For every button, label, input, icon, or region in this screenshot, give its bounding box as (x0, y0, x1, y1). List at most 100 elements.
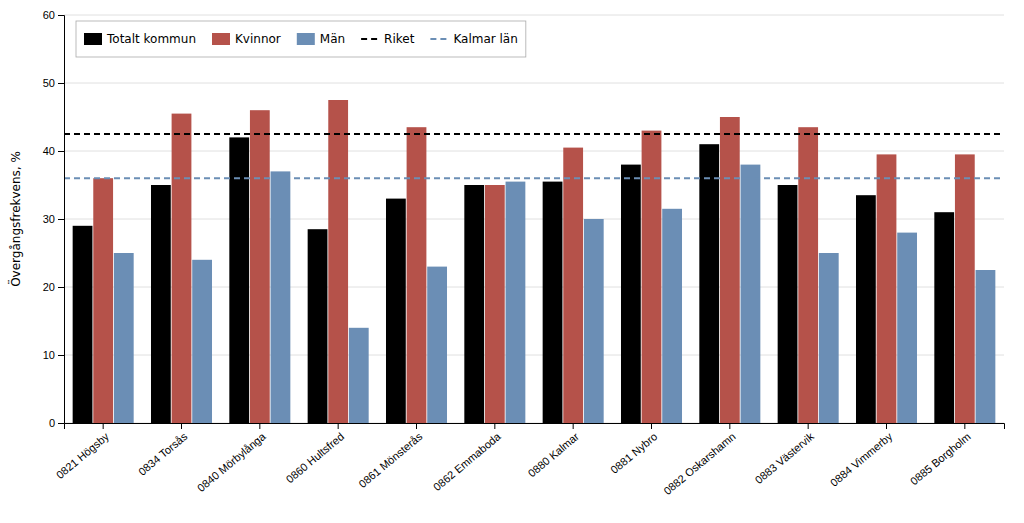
bar (172, 114, 192, 423)
grid-line (64, 151, 1004, 152)
bar (819, 253, 839, 423)
legend-label: Kvinnor (235, 32, 281, 46)
tick-label: 0834 Torsås (136, 430, 190, 478)
tick: 0883 Västervik (753, 423, 817, 486)
y-axis: 0102030405060 (43, 9, 65, 429)
tick-mark (338, 423, 339, 429)
tick: 10 (43, 349, 64, 361)
tick-label: 0821 Högsby (54, 430, 112, 481)
bar (897, 233, 917, 423)
bar (741, 165, 761, 423)
tick-label: 0880 Kalmar (526, 430, 582, 479)
tick: 0834 Torsås (136, 423, 190, 478)
tick-label: 0861 Mönsterås (356, 430, 425, 490)
tick-mark (259, 423, 260, 429)
tick-mark (416, 423, 417, 429)
tick-label: 60 (43, 9, 55, 21)
tick-mark (573, 423, 574, 429)
tick: 50 (43, 77, 64, 89)
tick: 0881 Nybro (608, 423, 659, 476)
marks (64, 100, 1004, 423)
tick: 0 (49, 417, 64, 429)
axis-title: Övergångsfrekvens, % (7, 151, 23, 287)
legend-label: Män (320, 32, 345, 46)
legend-frame (76, 21, 526, 57)
tick: 0885 Borgholm (908, 423, 973, 487)
tick-mark (58, 423, 64, 424)
tick: 0862 Emmaboda (431, 423, 504, 493)
legend-swatch (84, 33, 102, 45)
bar-series (93, 100, 974, 423)
legend-item: Riket (361, 32, 415, 46)
tick-label: 0881 Nybro (608, 430, 659, 476)
bar (506, 182, 526, 423)
bar (955, 154, 975, 423)
axis-line (58, 16, 65, 424)
tick-mark (964, 423, 965, 429)
legend-item: Kalmar län (430, 32, 517, 46)
legend-swatch (212, 33, 230, 45)
bar (778, 185, 798, 423)
tick-label: 10 (43, 349, 55, 361)
legend-item: Kvinnor (212, 32, 281, 46)
tick-mark (58, 83, 64, 84)
legend-item: Totalt kommun (84, 32, 196, 46)
tick: 60 (43, 9, 64, 21)
tick-label: 0885 Borgholm (908, 430, 973, 487)
tick-label: 0883 Västervik (753, 430, 817, 486)
bar (349, 328, 369, 423)
bar (229, 137, 249, 423)
tick-label: 0 (49, 417, 55, 429)
bar (877, 154, 897, 423)
tick-mark (58, 355, 64, 356)
legend-swatch (361, 38, 379, 40)
tick-label: 0860 Hultsfred (284, 430, 347, 485)
tick-label: 40 (43, 145, 55, 157)
tick: 0880 Kalmar (526, 423, 582, 479)
bar (192, 260, 212, 423)
bar (151, 185, 171, 423)
tick: 0882 Oskarshamn (661, 423, 738, 497)
bar (464, 185, 484, 423)
plot: 01020304050600821 Högsby0834 Torsås0840 … (43, 9, 1005, 497)
tick-mark (181, 423, 182, 429)
tick: 0821 Högsby (54, 423, 112, 481)
bar (934, 212, 954, 423)
legend-label: Totalt kommun (106, 32, 196, 46)
tick-mark (103, 423, 104, 429)
bar (328, 100, 348, 423)
bar (73, 226, 93, 423)
tick-mark (58, 219, 64, 220)
legend-swatch (430, 38, 448, 40)
tick-label: 0862 Emmaboda (431, 430, 504, 494)
tick-mark (58, 15, 64, 16)
x-axis: 0821 Högsby 0834 Torsås0840 Mörbylånga 086… (54, 423, 1005, 497)
grid-line (64, 15, 1004, 16)
bar (250, 110, 270, 423)
bar (427, 267, 447, 423)
bar (563, 148, 583, 423)
bar (720, 117, 740, 423)
bar (798, 127, 818, 423)
tick-mark (886, 423, 887, 429)
legend-label: Riket (384, 32, 415, 46)
tick-label: 50 (43, 77, 55, 89)
tick: 40 (43, 145, 64, 157)
bar (642, 131, 662, 423)
tick-mark (58, 151, 64, 152)
legend-item: Män (297, 32, 345, 46)
legend: Totalt kommun Kvinnor Män Riket Kalmar län (76, 21, 526, 57)
tick-label: 0840 Mörbylånga (195, 430, 269, 494)
tick-mark (58, 287, 64, 288)
bar (662, 209, 682, 423)
tick-label: 30 (43, 213, 55, 225)
tick: 0884 Vimmerby (828, 423, 895, 489)
tick-mark (808, 423, 809, 429)
tick: 0860 Hultsfred (284, 423, 347, 485)
tick-mark (494, 423, 495, 429)
tick-mark (729, 423, 730, 429)
reference-line (64, 133, 1004, 135)
bar (584, 219, 604, 423)
bar-series (73, 137, 954, 423)
grid (64, 15, 1004, 423)
